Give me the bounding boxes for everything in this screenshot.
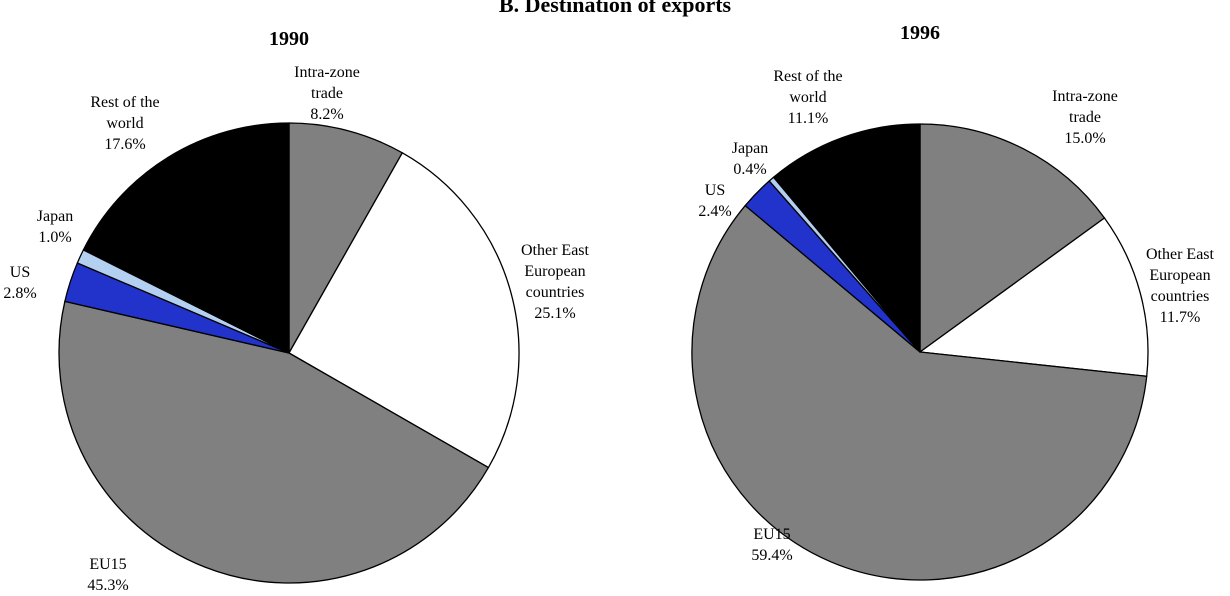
pie-title: 1996 <box>900 22 940 44</box>
value-label: 0.4% <box>733 161 767 178</box>
value-label: 1.0% <box>38 229 72 246</box>
value-label: 45.3% <box>87 577 129 594</box>
pie-slice <box>82 122 290 354</box>
category-label: Rest of the world <box>90 94 160 132</box>
category-label: EU15 <box>753 526 791 543</box>
slice-label: Rest of the world 17.6% <box>75 92 175 155</box>
value-label: 11.1% <box>787 110 829 127</box>
slice-label: Japan 1.0% <box>5 206 105 248</box>
pie-slice <box>919 217 1149 377</box>
pie-slice <box>691 204 1148 581</box>
category-label: EU15 <box>89 556 127 573</box>
category-label: Japan <box>731 140 769 157</box>
category-label: Intra-zone trade <box>294 64 360 102</box>
slice-label: Intra-zone trade 15.0% <box>1035 86 1135 149</box>
value-label: 17.6% <box>104 136 146 153</box>
slice-label: Rest of the world 11.1% <box>758 66 858 129</box>
slice-label: Other East European countries 25.1% <box>505 240 605 324</box>
slice-label: Japan 0.4% <box>700 138 800 180</box>
value-label: 8.2% <box>310 106 344 123</box>
value-label: 11.7% <box>1159 309 1201 326</box>
category-label: Intra-zone trade <box>1052 88 1118 126</box>
category-label: Other East European countries <box>1146 246 1214 305</box>
value-label: 2.4% <box>698 203 732 220</box>
slice-label: Intra-zone trade 8.2% <box>277 62 377 125</box>
category-label: Other East European countries <box>521 242 589 301</box>
slice-label: EU15 59.4% <box>722 524 822 566</box>
category-label: Rest of the world <box>773 68 843 106</box>
chart-title: B. Destination of exports <box>499 0 732 17</box>
value-label: 59.4% <box>751 547 793 564</box>
value-label: 25.1% <box>534 305 576 322</box>
pie-slice <box>772 123 921 353</box>
pie-title: 1990 <box>269 28 309 50</box>
slice-label: Other East European countries 11.7% <box>1130 244 1230 328</box>
pie-slice <box>58 300 490 584</box>
value-label: 2.8% <box>3 285 37 302</box>
slice-label: US 2.4% <box>665 180 765 222</box>
category-label: US <box>704 182 726 199</box>
slice-label: US 2.8% <box>0 262 70 304</box>
pie-slice <box>919 123 1106 353</box>
category-label: Japan <box>36 208 74 225</box>
value-label: 15.0% <box>1064 130 1106 147</box>
pie-slice <box>288 152 520 469</box>
slice-label: EU15 45.3% <box>58 554 158 596</box>
category-label: US <box>9 264 31 281</box>
pie-slice <box>288 122 403 354</box>
